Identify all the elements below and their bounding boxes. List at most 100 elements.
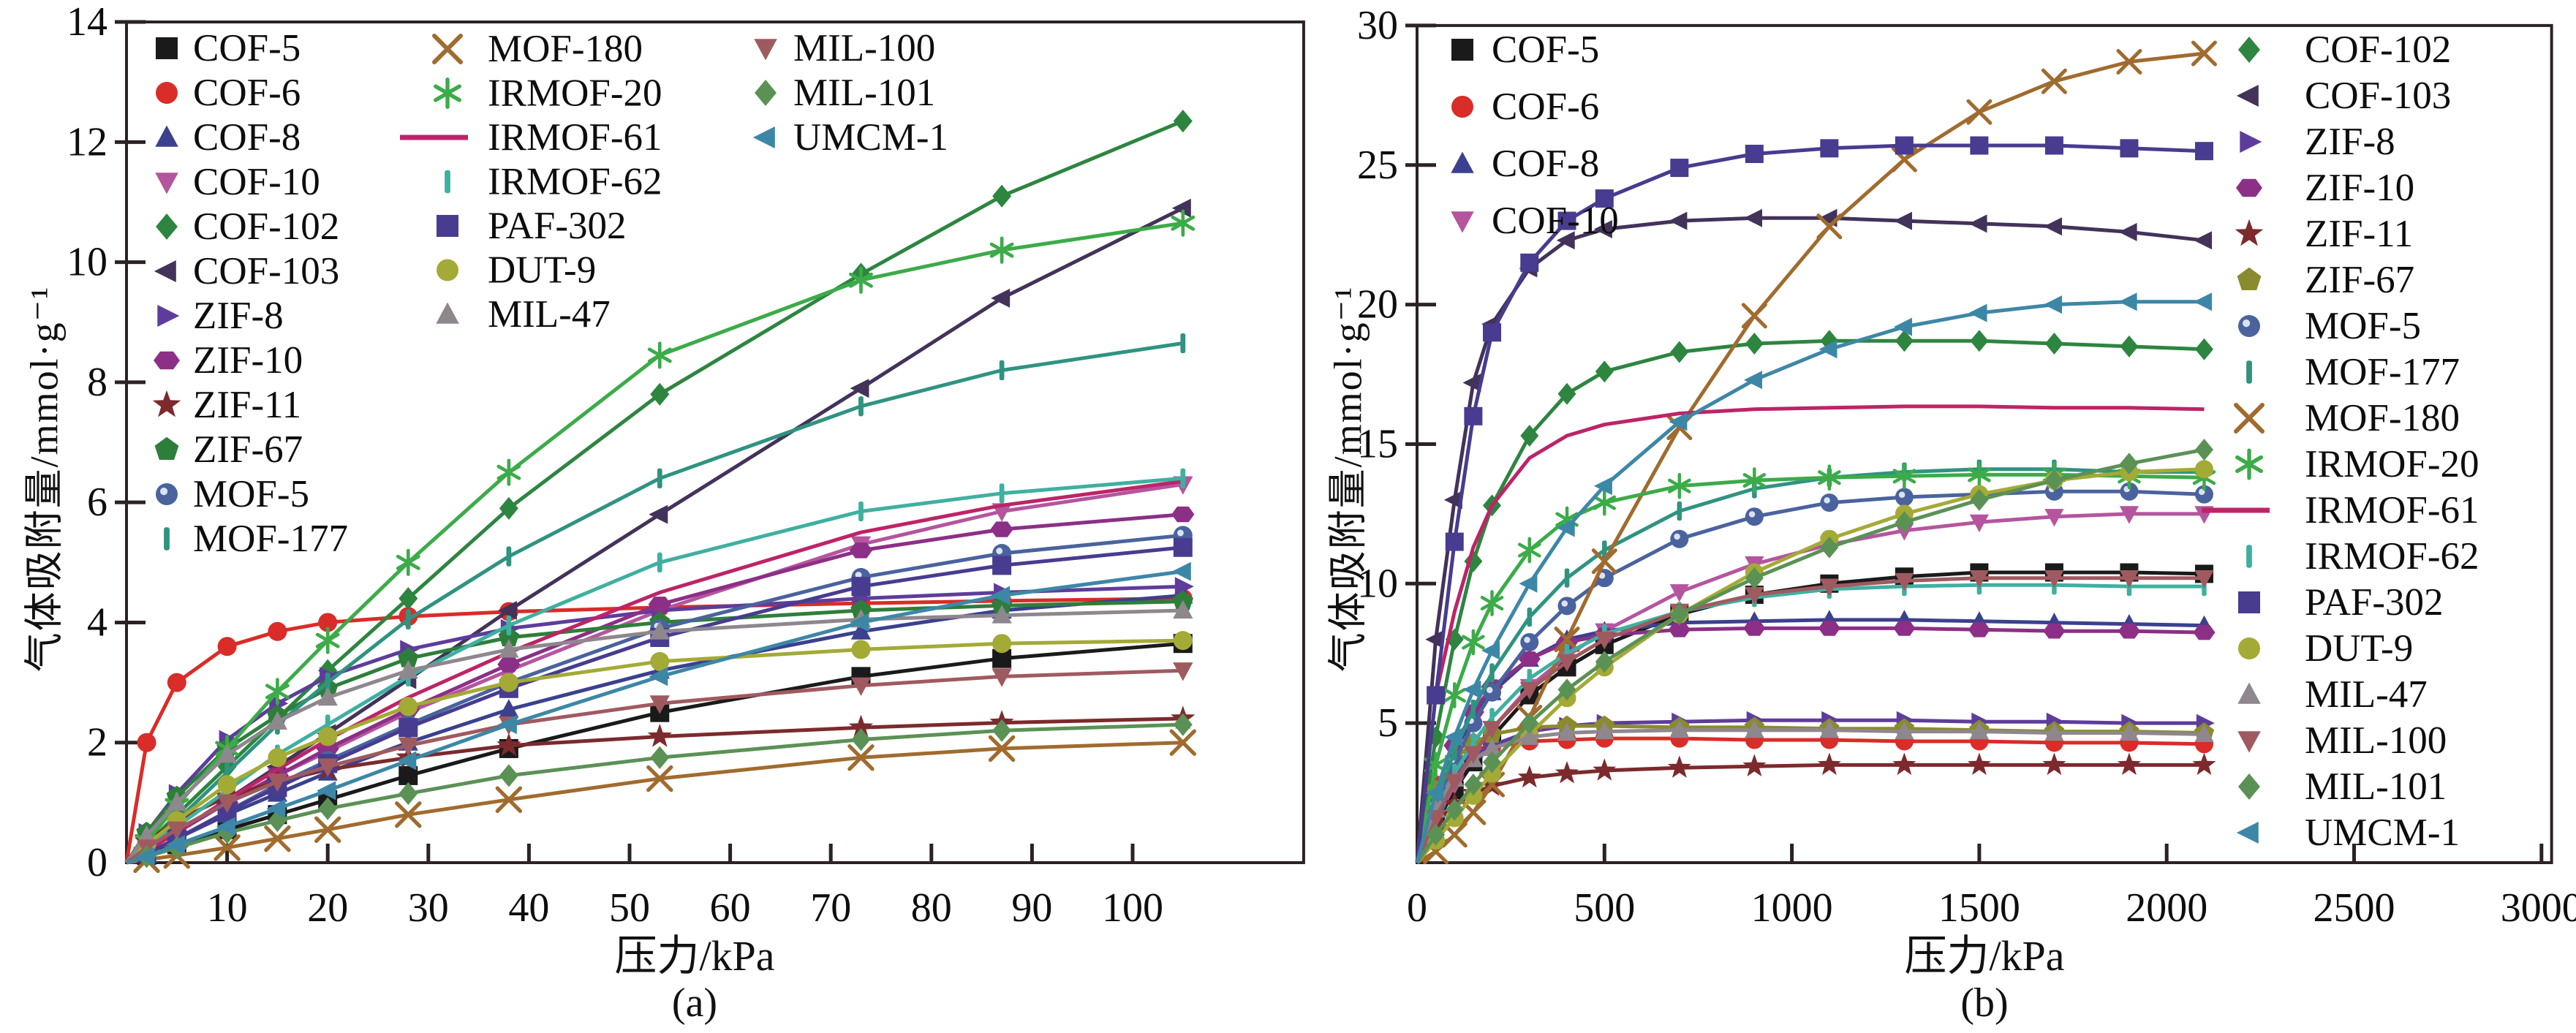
data-point-marker (1464, 773, 1483, 796)
data-point-marker (988, 735, 1016, 763)
legend-label: COF-102 (2305, 29, 2451, 71)
data-point-marker (646, 765, 673, 792)
data-point-marker (1595, 632, 1614, 650)
data-point-marker (1970, 136, 1989, 155)
y-tick-label: 25 (1357, 143, 1398, 188)
x-tick-label: 30 (408, 885, 449, 931)
data-point-marker (1482, 721, 1502, 739)
legend-marker-icon (2237, 682, 2261, 704)
data-point-marker (1667, 755, 1691, 778)
data-point-marker (1970, 330, 1989, 352)
data-point-marker (399, 782, 418, 806)
legend-label: COF-10 (193, 161, 320, 203)
x-tick-label: 70 (810, 885, 851, 931)
data-point-marker (1895, 511, 1914, 534)
legend-label: MOF-5 (2305, 305, 2421, 347)
data-point-marker (167, 792, 187, 811)
legend-marker-icon (436, 302, 459, 324)
data-point-marker (2119, 570, 2139, 589)
data-point-marker (2044, 136, 2063, 155)
legend-label: IRMOF-20 (2305, 443, 2479, 485)
data-point-marker (1967, 752, 1991, 776)
y-tick-label: 20 (1357, 282, 1398, 328)
data-point-marker (1557, 211, 1576, 230)
data-point-marker (1895, 572, 1914, 591)
data-point-marker (318, 613, 338, 632)
data-point-marker (506, 615, 512, 636)
legend-label: ZIF-67 (2305, 259, 2414, 301)
data-point-marker (649, 504, 668, 524)
legend-label: IRMOF-61 (488, 116, 662, 159)
series-line (1415, 472, 2205, 863)
legend-marker-icon (152, 390, 181, 417)
data-point-marker (657, 552, 662, 572)
data-point-marker (399, 587, 418, 610)
series-MIL-101 (126, 713, 1193, 869)
data-point-marker (1482, 738, 1502, 757)
data-point-marker (498, 627, 520, 647)
legend-marker-icon (1451, 211, 1474, 233)
data-point-marker (999, 483, 1005, 504)
x-tick-label: 90 (1011, 885, 1052, 931)
panel-caption-b: (b) (1960, 980, 2009, 1026)
data-point-marker (1595, 651, 1614, 673)
series-line (125, 221, 1184, 864)
data-point-marker (395, 801, 422, 828)
series-line (124, 597, 1183, 863)
data-point-marker (1462, 629, 1485, 656)
data-point-marker (2118, 222, 2137, 241)
data-point-marker (1745, 507, 1764, 526)
data-point-marker (849, 266, 873, 294)
data-point-marker (1669, 412, 1688, 431)
series-COF-103 (1415, 208, 2213, 863)
data-point-marker (2119, 722, 2139, 741)
x-tick-label: 1500 (1938, 885, 2020, 931)
data-point-marker (848, 714, 874, 738)
data-point-marker (1517, 537, 1541, 564)
legend-label: MIL-100 (2305, 719, 2447, 762)
legend-marker-icon (154, 436, 179, 460)
data-point-marker (1519, 574, 1538, 593)
data-point-marker (1520, 425, 1539, 447)
legend-label: COF-102 (193, 205, 339, 248)
data-point-marker (1520, 253, 1539, 272)
data-point-marker (992, 605, 1012, 624)
data-point-marker (1443, 491, 1462, 510)
data-point-marker (496, 458, 521, 486)
legend-label: COF-10 (1492, 200, 1619, 242)
data-point-marker (1820, 536, 1839, 559)
data-point-marker (992, 556, 1012, 575)
data-point-marker (325, 672, 331, 693)
legend-label: IRMOF-20 (488, 72, 662, 115)
data-point-marker (1602, 540, 1607, 560)
data-point-marker (217, 775, 237, 795)
legend-label: MIL-101 (2305, 765, 2447, 808)
data-point-marker (991, 586, 1011, 605)
data-point-marker (649, 667, 668, 686)
x-tick-label: 0 (1407, 885, 1427, 931)
data-point-marker (1470, 699, 1476, 719)
data-point-marker (137, 733, 156, 752)
legend-marker-icon (752, 126, 775, 148)
data-point-marker (268, 621, 287, 641)
data-point-marker (1174, 577, 1194, 597)
data-point-marker (1593, 758, 1617, 781)
data-point-marker (135, 847, 155, 866)
series-line (1415, 467, 2205, 863)
data-point-marker (497, 601, 517, 620)
legend-marker-icon (156, 213, 178, 240)
data-point-marker (851, 577, 871, 597)
data-point-marker (2195, 338, 2213, 360)
legend-label: ZIF-10 (2305, 167, 2414, 209)
series-line (1415, 489, 2205, 863)
data-point-marker (1819, 578, 1839, 597)
data-point-marker (2119, 506, 2139, 524)
legend-label: UMCM-1 (793, 116, 948, 159)
data-point-marker (1445, 532, 1464, 551)
y-tick-label: 0 (87, 840, 107, 885)
data-point-marker (264, 825, 291, 852)
data-point-marker (499, 764, 518, 787)
data-point-marker (2044, 333, 2063, 355)
